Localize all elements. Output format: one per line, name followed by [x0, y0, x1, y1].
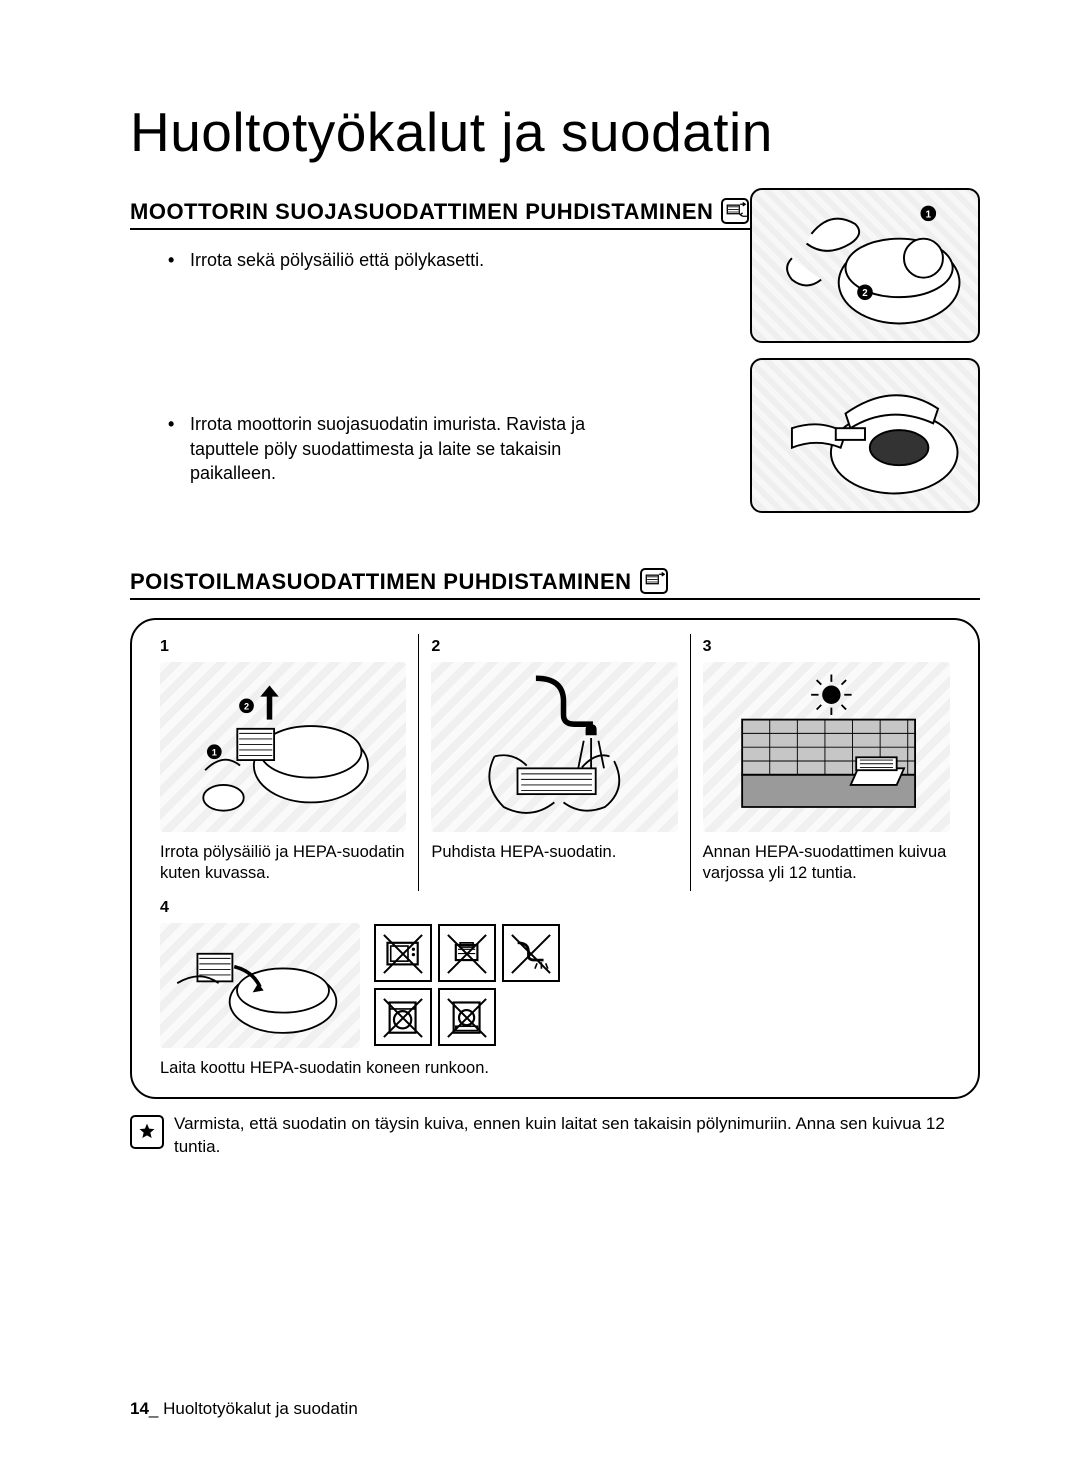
section-heading-1: MOOTTORIN SUOJASUODATTIMEN PUHDISTAMINEN [130, 199, 713, 227]
section-heading-2: POISTOILMASUODATTIMEN PUHDISTAMINEN [130, 569, 632, 597]
bullet-1: Irrota sekä pölysäiliö että pölykasetti. [190, 248, 630, 272]
svg-text:2: 2 [862, 288, 868, 299]
no-tap-water-icon [502, 924, 560, 982]
step-4: 4 [148, 891, 962, 1081]
section-heading-row-2: POISTOILMASUODATTIMEN PUHDISTAMINEN [130, 568, 980, 600]
steps-panel: 1 2 1 [130, 618, 980, 1099]
step-caption: Irrota pölysäiliö ja HEPA-suodatin kuten… [160, 842, 406, 885]
no-dryer-icon [438, 988, 496, 1046]
step-number: 2 [431, 638, 677, 656]
no-microwave-icon [374, 924, 432, 982]
step-number: 4 [160, 899, 950, 917]
svg-text:2: 2 [244, 701, 249, 711]
page-number: 14 [130, 1399, 149, 1418]
svg-text:1: 1 [926, 209, 932, 220]
step-3: 3 [691, 634, 962, 891]
svg-text:1: 1 [212, 747, 217, 757]
illustration-wash-hepa [431, 662, 677, 832]
steps-row-1: 1 2 1 [148, 634, 962, 891]
note-text: Varmista, että suodatin on täysin kuiva,… [174, 1113, 980, 1159]
prohibited-icons [374, 924, 560, 1046]
illustration-remove-hepa: 2 1 [160, 662, 406, 832]
footer-section-name: Huoltotyökalut ja suodatin [158, 1399, 357, 1418]
manual-page: Huoltotyökalut ja suodatin MOOTTORIN SUO… [0, 0, 1080, 1469]
filter-icon [640, 568, 668, 594]
note: Varmista, että suodatin on täysin kuiva,… [130, 1113, 980, 1159]
step-number: 1 [160, 638, 406, 656]
step-caption: Annan HEPA-suodattimen kuivua varjossa y… [703, 842, 950, 885]
step-1: 1 2 1 [148, 634, 419, 891]
step-caption: Puhdista HEPA-suodatin. [431, 842, 677, 863]
step-number: 3 [703, 638, 950, 656]
step-2: 2 Puhdista HEPA-suodat [419, 634, 690, 891]
no-clip-icon [438, 924, 496, 982]
illustration-dry-hepa [703, 662, 950, 832]
illustration-remove-dustbin: 1 2 [750, 188, 980, 343]
illustration-remove-motor-filter [750, 358, 980, 513]
section-motor-filter: MOOTTORIN SUOJASUODATTIMEN PUHDISTAMINEN… [130, 198, 980, 528]
page-title: Huoltotyökalut ja suodatin [130, 100, 980, 168]
illustration-reassemble-hepa [160, 923, 360, 1048]
filter-icon [721, 198, 749, 224]
bullet-2: Irrota moottorin suojasuodatin imurista.… [190, 412, 630, 485]
footer-separator: _ [149, 1399, 158, 1418]
page-footer: 14_ Huoltotyökalut ja suodatin [130, 1399, 358, 1419]
no-washing-machine-icon [374, 988, 432, 1046]
section-outlet-filter: POISTOILMASUODATTIMEN PUHDISTAMINEN 1 [130, 568, 980, 1159]
star-badge-icon [130, 1115, 164, 1149]
step-caption: Laita koottu HEPA-suodatin koneen runkoo… [160, 1058, 950, 1079]
